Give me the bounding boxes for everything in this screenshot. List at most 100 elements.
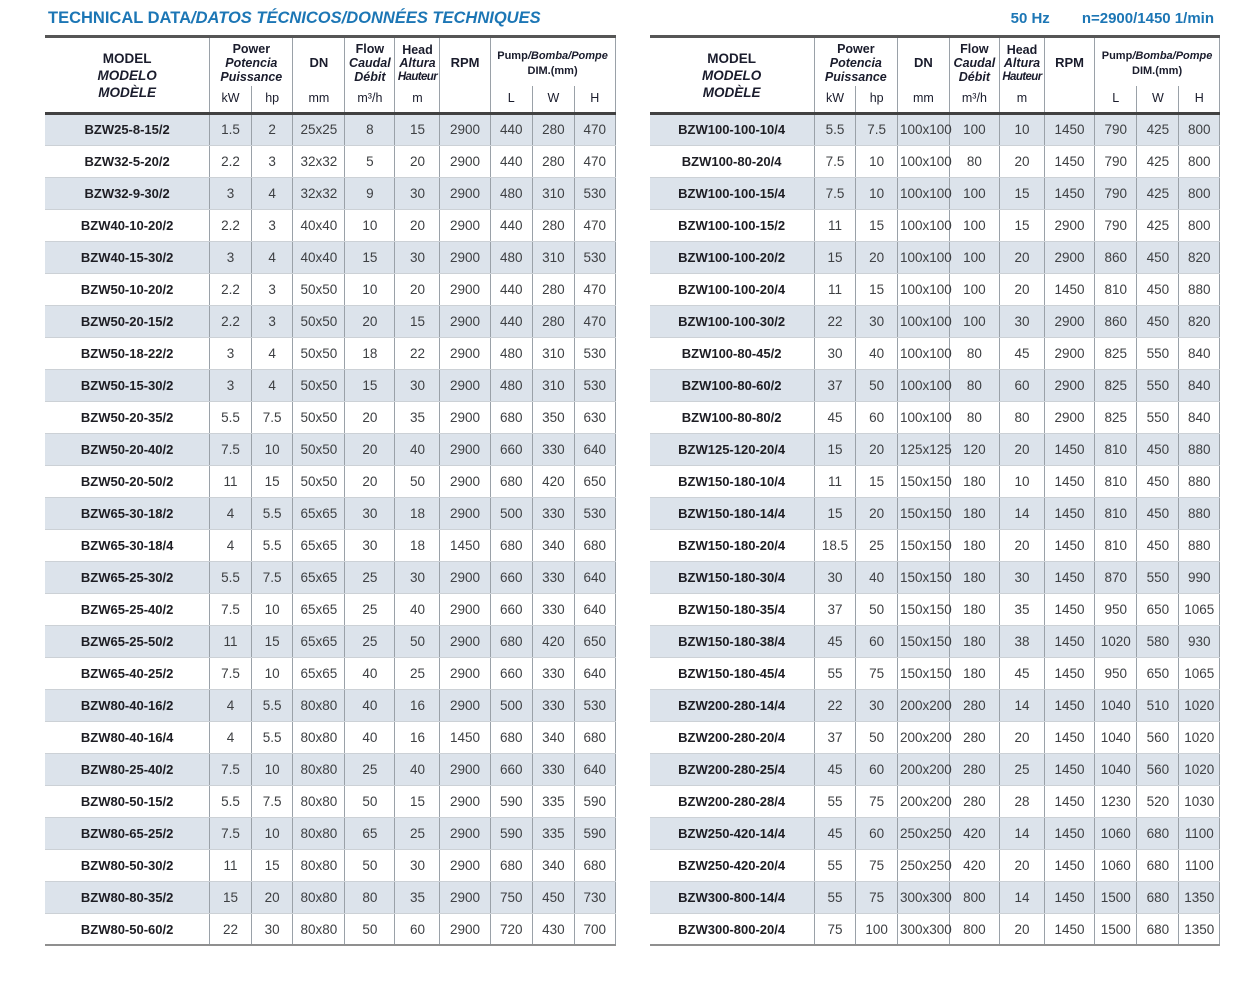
kw-cell: 3 [209,337,252,370]
rpm-cell: 2900 [439,113,491,146]
kw-cell: 75 [813,913,856,946]
flow-header-es: Caudal [953,55,996,70]
hp-cell: 75 [855,657,898,690]
model-cell: BZW50-10-20/2 [45,273,210,306]
hp-unit-label: hp [250,86,293,114]
dim-l-cell: 480 [489,369,533,402]
dim-h-cell: 840 [1178,337,1220,370]
kw-cell: 3 [209,369,252,402]
dn-cell: 300x300 [896,913,952,946]
model-cell: BZW50-20-50/2 [45,465,210,498]
dim-h-cell: 640 [573,753,616,786]
dim-h-cell: 800 [1178,177,1220,210]
head-cell: 15 [394,113,440,146]
model-header-en: MODEL [102,51,152,67]
dim-l-cell: 790 [1094,113,1137,146]
model-cell: BZW100-100-20/2 [649,241,815,274]
dim-w-label: W [531,86,575,114]
hp-cell: 10 [250,593,293,626]
head-cell: 20 [998,145,1045,178]
dim-l-cell: 950 [1094,657,1137,690]
kw-cell: 1.5 [209,113,252,146]
kw-cell: 2.2 [209,209,252,242]
dim-l-cell: 500 [489,497,533,530]
head-cell: 14 [998,497,1045,530]
table-row: BZW300-800-20/4 75 100 300x300 800 20 1450 1500… [649,913,1220,946]
hp-cell: 4 [250,337,293,370]
dim-w-cell: 650 [1136,657,1179,690]
dim-h-cell: 470 [573,113,616,146]
table-row: BZW65-40-25/2 7.5 10 65x65 40 25 2900 660 330 640 [45,657,616,690]
table-body-right: BZW100-100-10/4 5.5 7.5 100x100 100 10 1450 790… [649,113,1220,946]
dim-h-label: H [1178,86,1220,114]
kw-cell: 55 [813,785,856,818]
dim-l-cell: 860 [1094,241,1137,274]
rpm-cell: 2900 [439,401,491,434]
dim-h-cell: 820 [1178,305,1220,338]
dim-w-cell: 280 [531,209,575,242]
rpm-cell: 2900 [439,369,491,402]
rpm-cell: 2900 [439,497,491,530]
dim-h-cell: 1065 [1178,657,1220,690]
flow-cell: 25 [344,561,395,594]
dim-w-cell: 420 [531,465,575,498]
hp-cell: 3 [250,209,293,242]
dim-w-cell: 450 [1136,465,1179,498]
kw-cell: 7.5 [209,593,252,626]
head-cell: 30 [394,849,440,882]
dim-w-cell: 425 [1136,177,1179,210]
flow-cell: 100 [948,113,1000,146]
rpm-cell: 2900 [439,433,491,466]
hp-cell: 20 [855,433,898,466]
hp-cell: 75 [855,785,898,818]
hp-cell: 15 [855,273,898,306]
head-cell: 14 [998,689,1045,722]
dn-cell: 50x50 [292,369,345,402]
kw-cell: 4 [209,529,252,562]
rpm-cell: 2900 [439,625,491,658]
rpm-cell: 1450 [1043,497,1095,530]
table-row: BZW100-100-15/2 11 15 100x100 100 15 2900 790 42… [649,209,1220,242]
rpm-column-header: RPM [1043,36,1095,87]
rpm-cell: 1450 [1043,465,1095,498]
table-row: BZW65-25-30/2 5.5 7.5 65x65 25 30 2900 660 330 64… [45,561,616,594]
dim-w-cell: 450 [1136,241,1179,274]
dim-w-cell: 520 [1136,785,1179,818]
rpm-cell: 1450 [1043,881,1095,914]
dim-h-cell: 650 [573,465,616,498]
head-cell: 40 [394,433,440,466]
hp-cell: 20 [855,241,898,274]
dim-l-cell: 825 [1094,401,1137,434]
flow-unit-label: m³/h [344,86,395,114]
flow-cell: 280 [948,753,1000,786]
power-header-en: Power [232,42,271,56]
dim-w-cell: 680 [1136,849,1179,882]
flow-cell: 10 [344,209,395,242]
dim-l-label: L [1094,86,1137,114]
dim-w-cell: 350 [531,401,575,434]
rpm-cell: 1450 [1043,689,1095,722]
dn-cell: 100x100 [896,241,952,274]
rpm-cell: 2900 [1043,209,1095,242]
dn-unit-label: mm [292,86,345,114]
dim-w-cell: 550 [1136,401,1179,434]
head-header-es: Altura [399,56,436,71]
rpm-cell: 2900 [439,241,491,274]
kw-cell: 11 [813,273,856,306]
table-row: BZW50-10-20/2 2.2 3 50x50 10 20 2900 440 280 470 [45,273,616,306]
dn-cell: 100x100 [896,177,952,210]
head-cell: 45 [998,657,1045,690]
flow-cell: 18 [344,337,395,370]
model-cell: BZW80-40-16/2 [45,689,210,722]
hp-cell: 15 [855,209,898,242]
dim-h-cell: 880 [1178,497,1220,530]
kw-cell: 5.5 [813,113,856,146]
hp-cell: 20 [250,881,293,914]
flow-cell: 80 [948,369,1000,402]
dn-column-header: DN [896,36,950,87]
dim-w-cell: 330 [531,689,575,722]
flow-cell: 30 [344,497,395,530]
table-row: BZW80-50-60/2 22 30 80x80 50 60 2900 720 430 700 [45,913,616,946]
flow-cell: 8 [344,113,395,146]
dim-l-cell: 810 [1094,497,1137,530]
